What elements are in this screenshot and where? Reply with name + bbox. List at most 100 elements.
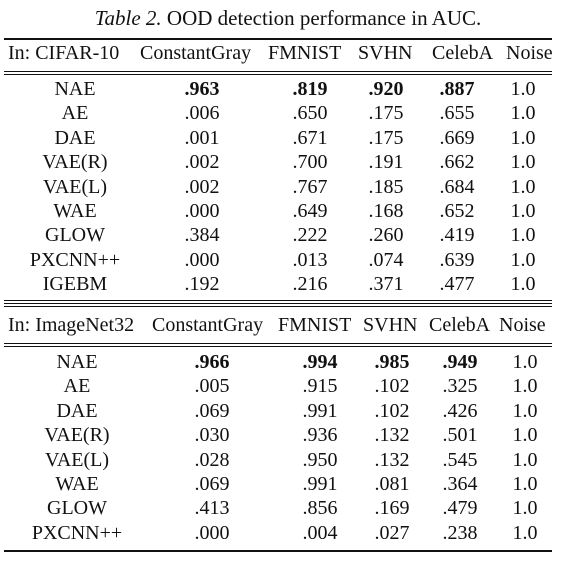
- cell-constantgray: .966: [194, 351, 230, 373]
- cell-svhn: .169: [374, 497, 410, 520]
- cell-celeba: .887: [439, 78, 475, 100]
- section-rule: [4, 300, 552, 301]
- cell-model: DAE: [54, 126, 96, 149]
- cell-noise: 1.0: [512, 473, 538, 495]
- cell-noise: 1.0: [512, 424, 538, 447]
- cell-model: VAE(R): [44, 424, 110, 447]
- cell-fmnist: .004: [302, 521, 338, 544]
- cell-celeba: .662: [439, 151, 475, 174]
- cell-constantgray: .000: [184, 200, 220, 222]
- table-row: PXCNN++ .000 .013 .074 .639 1.0: [0, 249, 576, 273]
- table-row: WAE .069 .991 .081 .364 1.0: [0, 473, 576, 497]
- cell-celeba: .949: [442, 351, 478, 373]
- cell-constantgray: .000: [184, 248, 220, 271]
- cell-svhn: .132: [374, 448, 410, 471]
- cell-celeba: .325: [442, 375, 478, 398]
- cell-svhn: .920: [368, 78, 404, 100]
- cell-noise: 1.0: [510, 151, 536, 174]
- cell-celeba: .655: [439, 102, 475, 125]
- cell-svhn: .175: [368, 102, 404, 125]
- table-row: GLOW .413 .856 .169 .479 1.0: [0, 497, 576, 521]
- cell-noise: 1.0: [512, 399, 538, 422]
- cell-svhn: .185: [368, 175, 404, 198]
- cell-constantgray: .006: [184, 102, 220, 125]
- bottom-rule: [4, 550, 552, 552]
- table-row: DAE .001 .671 .175 .669 1.0: [0, 127, 576, 151]
- table-row: DAE .069 .991 .102 .426 1.0: [0, 400, 576, 424]
- cell-constantgray: .384: [184, 224, 220, 247]
- cell-fmnist: .650: [292, 102, 328, 125]
- table-row: PXCNN++ .000 .004 .027 .238 1.0: [0, 522, 576, 546]
- cell-constantgray: .030: [194, 424, 230, 447]
- table-row: VAE(R) .002 .700 .191 .662 1.0: [0, 151, 576, 175]
- section-rule: [4, 306, 552, 307]
- top-rule: [4, 38, 552, 40]
- cell-fmnist: .856: [302, 497, 338, 520]
- cell-fmnist: .671: [292, 126, 328, 149]
- cell-constantgray: .413: [194, 497, 230, 520]
- table-row: VAE(L) .028 .950 .132 .545 1.0: [0, 449, 576, 473]
- table-row: NAE .963 .819 .920 .887 1.0: [0, 78, 576, 102]
- table-row: WAE .000 .649 .168 .652 1.0: [0, 200, 576, 224]
- cell-model: PXCNN++: [31, 521, 123, 544]
- cell-svhn: .985: [374, 351, 410, 373]
- cell-svhn: .074: [368, 248, 404, 271]
- cell-constantgray: .028: [194, 448, 230, 471]
- header-rule: [4, 346, 552, 347]
- table-row: AE .005 .915 .102 .325 1.0: [0, 375, 576, 399]
- cell-constantgray: .000: [194, 521, 230, 544]
- cell-noise: 1.0: [512, 448, 538, 471]
- cell-svhn: .175: [368, 126, 404, 149]
- cell-noise: 1.0: [512, 497, 538, 520]
- header-svhn: SVHN: [363, 314, 418, 336]
- cell-celeba: .479: [442, 497, 478, 520]
- header-svhn: SVHN: [358, 42, 413, 64]
- caption-label: Table 2.: [94, 6, 162, 30]
- cell-fmnist: .013: [292, 248, 328, 271]
- cell-noise: 1.0: [510, 126, 536, 149]
- cell-svhn: .371: [368, 273, 404, 296]
- cell-celeba: .477: [439, 273, 475, 296]
- cell-model: GLOW: [45, 224, 105, 247]
- header-in-dataset: In: ImageNet32: [8, 314, 135, 336]
- cell-noise: 1.0: [512, 375, 538, 398]
- cell-model: PXCNN++: [29, 248, 121, 271]
- cell-constantgray: .005: [194, 375, 230, 398]
- header-celeba: CelebA: [432, 42, 494, 64]
- cell-constantgray: .069: [194, 399, 230, 422]
- cell-model: AE: [63, 375, 91, 398]
- cell-noise: 1.0: [510, 175, 536, 198]
- cell-model: WAE: [55, 473, 99, 495]
- table-row: VAE(L) .002 .767 .185 .684 1.0: [0, 176, 576, 200]
- cell-constantgray: .002: [184, 175, 220, 198]
- header-fmnist: FMNIST: [278, 314, 352, 336]
- cell-celeba: .419: [439, 224, 475, 247]
- cell-celeba: .639: [439, 248, 475, 271]
- header-celeba: CelebA: [429, 314, 491, 336]
- cell-model: IGEBM: [42, 273, 108, 296]
- cell-celeba: .501: [442, 424, 478, 447]
- cell-svhn: .102: [374, 375, 410, 398]
- table-row: VAE(R) .030 .936 .132 .501 1.0: [0, 424, 576, 448]
- cell-celeba: .238: [442, 521, 478, 544]
- cell-svhn: .260: [368, 224, 404, 247]
- cell-fmnist: .700: [292, 151, 328, 174]
- cell-fmnist: .767: [292, 175, 328, 198]
- cell-celeba: .545: [442, 448, 478, 471]
- header-constantgray: ConstantGray: [140, 42, 252, 64]
- cell-model: DAE: [56, 399, 98, 422]
- cell-fmnist: .222: [292, 224, 328, 247]
- cell-noise: 1.0: [512, 351, 538, 373]
- cell-model: AE: [61, 102, 89, 125]
- cell-noise: 1.0: [510, 200, 536, 222]
- cell-fmnist: .915: [302, 375, 338, 398]
- cell-celeba: .652: [439, 200, 475, 222]
- cell-celeba: .669: [439, 126, 475, 149]
- caption-text: OOD detection performance in AUC.: [166, 6, 482, 30]
- cell-svhn: .168: [368, 200, 404, 222]
- table-row: NAE .966 .994 .985 .949 1.0: [0, 351, 576, 375]
- cell-model: VAE(L): [42, 175, 108, 198]
- header-noise: Noise: [499, 314, 546, 336]
- cell-constantgray: .963: [184, 78, 220, 100]
